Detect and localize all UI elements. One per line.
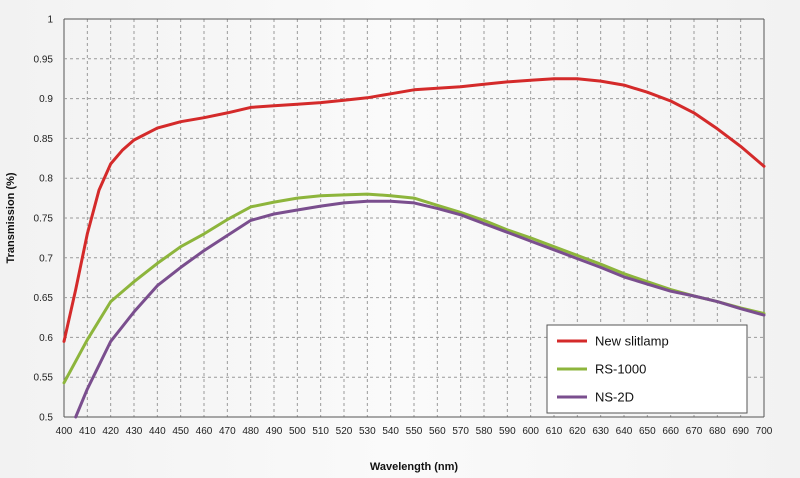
y-tick-label: 0.9 — [39, 94, 53, 105]
x-tick-label: 460 — [196, 426, 213, 437]
x-tick-label: 670 — [686, 426, 703, 437]
y-tick-label: 0.85 — [34, 134, 54, 145]
y-tick-label: 0.6 — [39, 333, 53, 344]
series-line-ns-2d — [74, 199, 766, 419]
series-line-rs-1000 — [62, 192, 766, 385]
x-axis-label: Wavelength (nm) — [370, 461, 459, 473]
x-tick-label: 410 — [79, 426, 96, 437]
x-tick-label: 560 — [429, 426, 446, 437]
series-line-new-slitlamp — [62, 77, 766, 343]
x-tick-label: 690 — [732, 426, 749, 437]
x-tick-label: 700 — [756, 426, 773, 437]
x-tick-label: 490 — [266, 426, 283, 437]
x-tick-label: 600 — [522, 426, 539, 437]
x-tick-label: 550 — [406, 426, 423, 437]
x-tick-label: 590 — [499, 426, 516, 437]
x-tick-label: 640 — [616, 426, 633, 437]
x-tick-label: 500 — [289, 426, 306, 437]
series-lines — [62, 77, 766, 419]
x-tick-label: 540 — [382, 426, 399, 437]
x-axis-tick-labels: 400 410 420 430 440 450 460 470 480 490 500 510 520 5… — [56, 426, 773, 437]
y-tick-label: 0.95 — [34, 54, 54, 65]
y-tick-label: 0.8 — [39, 174, 53, 185]
x-tick-label: 530 — [359, 426, 376, 437]
legend: New slitlamp RS-1000 NS-2D — [546, 324, 748, 414]
x-tick-label: 400 — [56, 426, 73, 437]
x-tick-label: 650 — [639, 426, 656, 437]
x-tick-label: 680 — [709, 426, 726, 437]
y-tick-label: 1 — [47, 15, 53, 26]
y-tick-label: 0.5 — [39, 413, 53, 424]
x-tick-label: 510 — [312, 426, 329, 437]
legend-label-rs-1000: RS-1000 — [595, 362, 646, 377]
x-tick-label: 470 — [219, 426, 236, 437]
x-tick-label: 430 — [126, 426, 143, 437]
x-tick-label: 480 — [242, 426, 259, 437]
legend-label-ns-2d: NS-2D — [595, 390, 634, 405]
legend-label-new-slitlamp: New slitlamp — [595, 334, 669, 349]
x-tick-label: 570 — [452, 426, 469, 437]
y-tick-label: 0.55 — [34, 373, 54, 384]
x-tick-label: 630 — [592, 426, 609, 437]
x-tick-label: 520 — [336, 426, 353, 437]
x-tick-label: 660 — [662, 426, 679, 437]
y-axis-tick-labels: 0.5 0.55 0.6 0.65 0.7 0.75 0.8 0.85 0.9 0.95 1 — [34, 15, 54, 424]
y-tick-label: 0.75 — [34, 214, 54, 225]
x-tick-label: 580 — [476, 426, 493, 437]
x-tick-label: 420 — [102, 426, 119, 437]
x-tick-label: 620 — [569, 426, 586, 437]
x-tick-label: 610 — [546, 426, 563, 437]
x-tick-label: 450 — [172, 426, 189, 437]
y-tick-label: 0.65 — [34, 293, 54, 304]
y-tick-label: 0.7 — [39, 253, 53, 264]
y-axis-label: Transmission (%) — [5, 172, 17, 263]
x-tick-label: 440 — [149, 426, 166, 437]
